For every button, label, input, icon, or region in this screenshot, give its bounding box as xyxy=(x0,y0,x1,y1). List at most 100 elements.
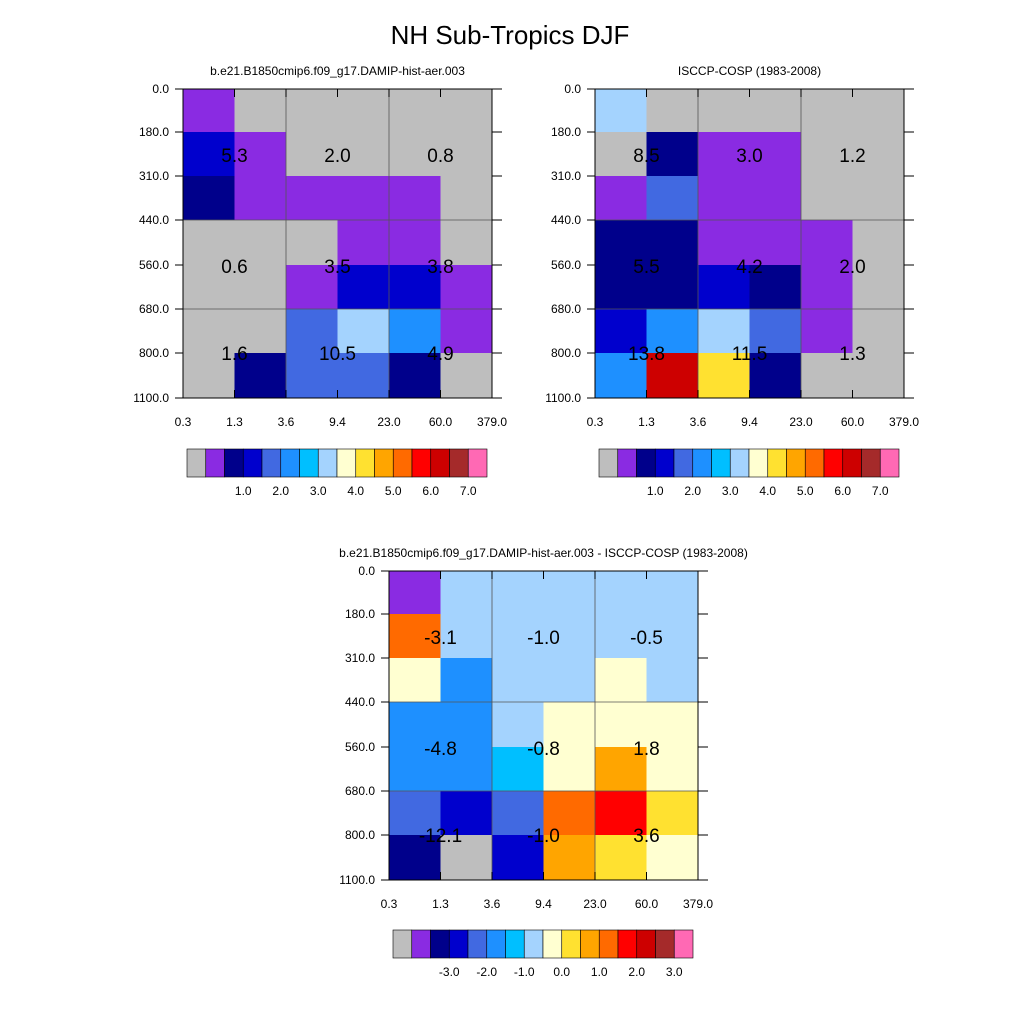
colorbar-swatch xyxy=(299,448,319,478)
colorbar-swatch xyxy=(654,448,675,478)
x-tick-label: 9.4 xyxy=(329,415,346,429)
heatmap-cell xyxy=(389,571,441,615)
colorbar-label: -3.0 xyxy=(439,965,460,979)
x-tick-label: 0.3 xyxy=(587,415,604,429)
x-tick-label: 23.0 xyxy=(583,897,607,911)
heatmap-cell xyxy=(801,89,853,133)
y-tick-label: 440.0 xyxy=(345,695,375,709)
heatmap-cell xyxy=(749,309,802,354)
heatmap-cell xyxy=(698,309,750,354)
colorbar-swatch xyxy=(205,448,225,478)
heatmap-cell xyxy=(440,353,493,399)
heatmap-cell xyxy=(286,353,338,399)
colorbar-label: -2.0 xyxy=(476,965,497,979)
box-value-label: 2.0 xyxy=(839,257,865,278)
box-value-label: 5.3 xyxy=(221,146,247,167)
x-tick-label: 23.0 xyxy=(789,415,813,429)
heatmap-cell xyxy=(492,702,544,748)
heatmap-cell xyxy=(234,265,287,310)
heatmap-cell xyxy=(646,176,699,221)
colorbar-swatch xyxy=(261,448,282,478)
colorbar-label: 1.0 xyxy=(647,484,664,498)
panel-2: ISCCP-COSP (1983-2008) 8.5 3.0 1.2 5.5 4.2 2.0… xyxy=(545,64,919,498)
y-tick-label: 0.0 xyxy=(152,82,169,96)
colorbar-swatch xyxy=(804,448,825,478)
heatmap-cell xyxy=(646,89,699,133)
heatmap-cell xyxy=(440,571,493,615)
heatmap-cell xyxy=(852,265,905,310)
colorbar-label: 1.0 xyxy=(591,965,608,979)
heatmap-cell xyxy=(646,747,699,792)
heatmap-cell xyxy=(646,835,699,881)
colorbar-label: 6.0 xyxy=(834,484,851,498)
heatmap-cell xyxy=(749,353,802,399)
box-value-label: 1.6 xyxy=(221,344,247,365)
heatmap-cell xyxy=(749,176,802,221)
heatmap-cell xyxy=(595,353,647,399)
heatmap-cell xyxy=(492,614,544,659)
colorbar-swatch xyxy=(392,929,413,959)
heatmap-cell xyxy=(440,89,493,133)
heatmap-cell xyxy=(337,132,390,177)
colorbar-swatch xyxy=(711,448,731,478)
box-value-label: -3.1 xyxy=(424,628,457,649)
heatmap-cell xyxy=(389,89,441,133)
box-value-label: -4.8 xyxy=(424,739,457,760)
heatmap-cell xyxy=(337,309,390,354)
y-tick-label: 1100.0 xyxy=(545,391,581,405)
y-tick-label: 800.0 xyxy=(345,828,375,842)
colorbar-swatch xyxy=(580,929,600,959)
colorbar-swatch xyxy=(355,448,375,478)
colorbar-label: 3.0 xyxy=(310,484,327,498)
heatmap-cell xyxy=(595,89,647,133)
x-tick-label: 23.0 xyxy=(377,415,401,429)
box-value-label: 1.8 xyxy=(633,739,659,760)
heatmap-cell xyxy=(234,132,287,177)
panels: b.e21.B1850cmip6.f09_g17.DAMIP-hist-aer.… xyxy=(133,64,919,979)
heatmap-cell xyxy=(749,220,802,266)
y-tick-label: 180.0 xyxy=(139,125,169,139)
x-tick-label: 3.6 xyxy=(484,897,501,911)
heatmap-cell xyxy=(183,353,235,399)
colorbar-swatch xyxy=(673,448,694,478)
colorbar-swatch xyxy=(467,929,488,959)
colorbar-label: 4.0 xyxy=(759,484,776,498)
x-tick-label: 9.4 xyxy=(741,415,758,429)
heatmap-cell xyxy=(337,353,390,399)
heatmap-cell xyxy=(543,747,596,792)
colorbar-swatch xyxy=(823,448,844,478)
heatmap-cell xyxy=(698,220,750,266)
heatmap-cell xyxy=(595,220,647,266)
colorbar-swatch xyxy=(598,448,619,478)
colorbar-swatch xyxy=(617,448,637,478)
colorbar-swatch xyxy=(280,448,300,478)
box-value-label: 5.5 xyxy=(633,257,659,278)
colorbar-swatch xyxy=(430,448,450,478)
box-value-label: 3.5 xyxy=(324,257,350,278)
heatmap-cell xyxy=(389,132,441,177)
y-tick-label: 680.0 xyxy=(345,784,375,798)
colorbar-label: 7.0 xyxy=(460,484,477,498)
heatmap-cell xyxy=(337,176,390,221)
x-tick-label: 1.3 xyxy=(638,415,655,429)
colorbar-swatch xyxy=(449,448,469,478)
heatmap-cell xyxy=(440,220,493,266)
heatmap-cell xyxy=(440,791,493,836)
panel-title: b.e21.B1850cmip6.f09_g17.DAMIP-hist-aer.… xyxy=(339,546,748,560)
colorbar-swatch xyxy=(392,448,413,478)
heatmap-cell xyxy=(389,658,441,703)
heatmap-cell xyxy=(646,309,699,354)
heatmap-cell xyxy=(183,220,235,266)
heatmap-cell xyxy=(646,658,699,703)
heatmap-cell xyxy=(852,309,905,354)
heatmap-cell xyxy=(234,353,287,399)
heatmap-cell xyxy=(389,265,441,310)
x-tick-label: 0.3 xyxy=(175,415,192,429)
box-value-label: -0.8 xyxy=(527,739,560,760)
box-value-label: 8.5 xyxy=(633,146,659,167)
colorbar-swatch xyxy=(561,929,581,959)
y-tick-label: 440.0 xyxy=(139,213,169,227)
colorbar-label: 1.0 xyxy=(235,484,252,498)
heatmap-cell xyxy=(543,571,596,615)
